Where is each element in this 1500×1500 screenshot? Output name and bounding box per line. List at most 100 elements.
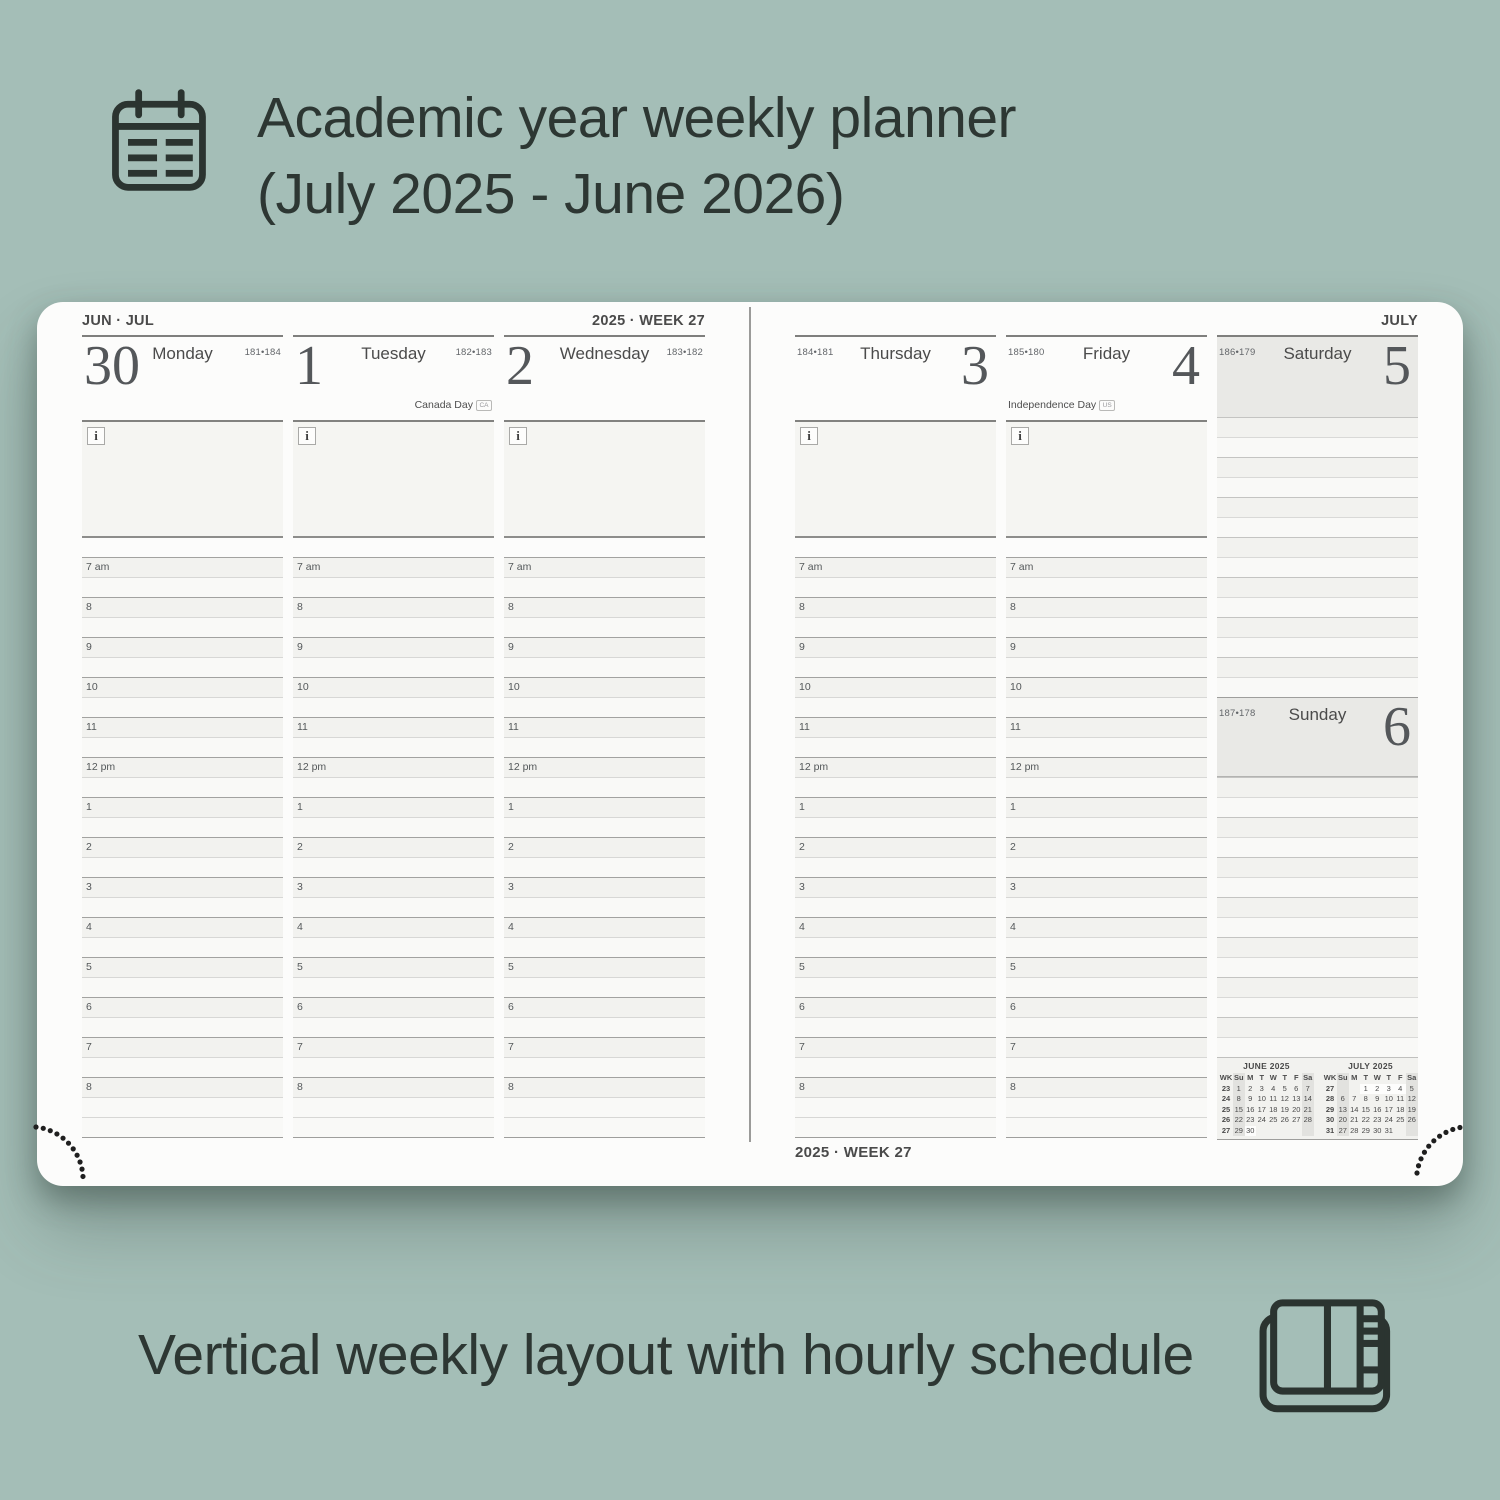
- title-line-1: Academic year weekly planner: [257, 86, 1017, 150]
- hour-row: 10: [795, 677, 996, 697]
- ruled-line: [1217, 957, 1418, 977]
- mini-cal-day-cell: 15: [1361, 1104, 1370, 1114]
- mini-cal-day-cell: 11: [1396, 1094, 1405, 1103]
- hour-row: 7 am: [1006, 557, 1207, 577]
- hour-row: 8: [293, 597, 494, 617]
- mini-cal-day-cell: 29: [1361, 1125, 1370, 1135]
- mini-cal-day-cell: 4: [1394, 1083, 1406, 1094]
- extra-row: [504, 1117, 705, 1137]
- day-number: 5: [1383, 335, 1411, 397]
- ruled-line: [1217, 537, 1418, 557]
- hour-row: 8: [82, 1077, 283, 1097]
- left-day-columns: 181•184 Monday 30 i 7 am 8 9 10 11 12 pm 1 2 3 4 5 6 7 8 1…: [82, 335, 705, 1138]
- hour-row: 8: [1006, 1077, 1207, 1097]
- half-hour-row: [1006, 777, 1207, 797]
- mini-calendar-title: JULY 2025: [1348, 1061, 1393, 1071]
- day-header-monday: 181•184 Monday 30: [82, 335, 283, 412]
- half-hour-row: [795, 577, 996, 597]
- day-header-wednesday: 183•182 Wednesday 2: [504, 335, 705, 412]
- ruled-line: [1217, 557, 1418, 577]
- ruled-line: [1217, 857, 1418, 877]
- extra-row: [82, 1117, 283, 1137]
- half-hour-row: [293, 937, 494, 957]
- mini-cal-day-cell: 19: [1406, 1104, 1418, 1115]
- hour-row: 12 pm: [1006, 757, 1207, 777]
- mini-cal-week-number: 23: [1221, 1083, 1231, 1093]
- half-hour-row: [82, 1017, 283, 1037]
- half-hour-row: [82, 1057, 283, 1077]
- page-divider: [749, 307, 751, 1142]
- day-of-year-count: 184•181: [797, 347, 834, 358]
- info-icon: i: [298, 427, 316, 445]
- ruled-line: [1217, 1037, 1418, 1057]
- half-hour-row: [82, 857, 283, 877]
- half-hour-row: [293, 857, 494, 877]
- mini-cal-day-cell: 28: [1350, 1125, 1359, 1135]
- hour-row: 5: [82, 957, 283, 977]
- hour-row: 7 am: [82, 557, 283, 577]
- day-name-label: Wednesday: [559, 344, 650, 363]
- mini-cal-day-cell: 5: [1282, 1083, 1287, 1093]
- ruled-line: [1217, 977, 1418, 997]
- day-of-year-count: 181•184: [244, 347, 281, 358]
- hour-row: 1: [504, 797, 705, 817]
- day-number: 1: [295, 335, 323, 397]
- half-hour-row: [1006, 697, 1207, 717]
- half-hour-row: [504, 737, 705, 757]
- day-header-sunday: 187•178 Sunday 6: [1217, 697, 1418, 777]
- half-hour-row: [82, 977, 283, 997]
- mini-cal-day-cell: 25: [1396, 1115, 1405, 1124]
- hour-row: 8: [504, 597, 705, 617]
- mini-cal-day-cell: 29: [1233, 1125, 1245, 1136]
- mini-cal-day-cell: 22: [1361, 1115, 1370, 1124]
- hour-row: 7 am: [293, 557, 494, 577]
- half-hour-row: [504, 857, 705, 877]
- mini-cal-day-cell: 30: [1244, 1125, 1256, 1136]
- mini-cal-day-cell: [1291, 1126, 1303, 1137]
- hour-row: 8: [293, 1077, 494, 1097]
- hour-row: 7: [795, 1037, 996, 1057]
- ruled-line: [1217, 897, 1418, 917]
- mini-cal-day-cell: 2: [1371, 1083, 1383, 1094]
- ruled-line: [1217, 417, 1418, 437]
- hour-row: 4: [504, 917, 705, 937]
- mini-cal-header-cell: Su: [1337, 1073, 1349, 1084]
- half-hour-row: [82, 697, 283, 717]
- mini-cal-day-cell: 21: [1302, 1104, 1314, 1115]
- month-label: JULY: [1381, 313, 1418, 329]
- hour-row: 12 pm: [293, 757, 494, 777]
- mini-cal-week-number: 28: [1325, 1094, 1335, 1103]
- hour-row: 6: [293, 997, 494, 1017]
- half-hour-row: [1006, 857, 1207, 877]
- mini-cal-header-cell: Sa: [1406, 1073, 1418, 1084]
- half-hour-row: [795, 1097, 996, 1117]
- week-number-label: 2025 · WEEK 27: [592, 313, 705, 329]
- notes-box: i: [1006, 420, 1207, 538]
- hour-row: 1: [82, 797, 283, 817]
- hour-row: 10: [1006, 677, 1207, 697]
- hour-row: 9: [504, 637, 705, 657]
- half-hour-row: [504, 897, 705, 917]
- hour-row: 7: [504, 1037, 705, 1057]
- half-hour-row: [1006, 937, 1207, 957]
- left-page: JUN · JUL 2025 · WEEK 27 181•184 Monday 30 i 7…: [82, 302, 705, 1186]
- half-hour-row: [1006, 1017, 1207, 1037]
- hour-row: 7: [293, 1037, 494, 1057]
- half-hour-row: [504, 1097, 705, 1117]
- mini-calendar-grid: WK Su M T W T F Sa 27 1 2 3 4 5 28 6 7 8 9 10 11 12 29 13 14 15 16…: [1323, 1073, 1418, 1136]
- right-day-columns: 184•181 Thursday 3 i 7 am 8 9 10 11 12 pm 1 2 3 4 5 6 7 8…: [795, 335, 1418, 1140]
- mini-cal-day-cell: 9: [1248, 1094, 1253, 1103]
- day-column-tuesday: 182•183 Tuesday 1 Canada Day CA i 7 am 8 9 10 11 12…: [293, 335, 494, 1138]
- saturday-note-lines: [1217, 417, 1418, 697]
- info-icon: i: [800, 427, 818, 445]
- hour-row: 8: [82, 597, 283, 617]
- holiday-label: Canada Day CA: [415, 399, 492, 411]
- mini-cal-day-cell: 12: [1280, 1094, 1289, 1103]
- mini-cal-day-cell: 26: [1406, 1115, 1418, 1126]
- half-hour-row: [795, 857, 996, 877]
- ruled-line: [1217, 777, 1418, 797]
- hour-grid: 7 am 8 9 10 11 12 pm 1 2 3 4 5 6 7 8: [1006, 557, 1207, 1138]
- day-column-thursday: 184•181 Thursday 3 i 7 am 8 9 10 11 12 pm 1 2 3 4 5 6 7 8: [795, 335, 996, 1140]
- hour-row: 12 pm: [82, 757, 283, 777]
